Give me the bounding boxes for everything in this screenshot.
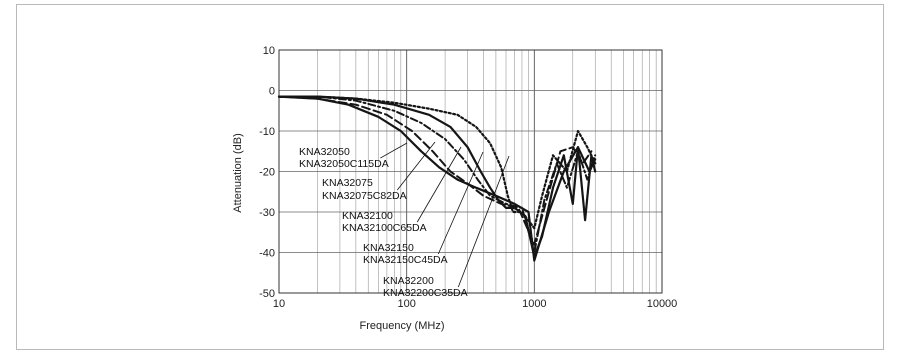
y-tick-label: -50 [259, 288, 275, 300]
annotation-label: KNA32150 [363, 242, 414, 254]
y-axis-label: Attenuation (dB) [232, 133, 244, 213]
annotation-leader-line [457, 155, 510, 288]
annotation-label: KNA32200C35DA [383, 287, 468, 299]
annotation-leader-line [396, 141, 436, 191]
y-tick-label: 10 [263, 45, 275, 57]
annotation-label: KNA32050 [299, 146, 350, 158]
annotation-label: KNA32050C115DA [299, 158, 389, 170]
annotation-label: KNA32100 [342, 210, 393, 222]
annotation-label: KNA32075 [322, 177, 373, 189]
y-tick-label: 0 [269, 86, 275, 98]
series-line-2 [277, 95, 597, 258]
y-tick-label: -40 [259, 248, 275, 260]
grid [278, 49, 663, 294]
x-axis-label: Frequency (MHz) [360, 320, 445, 332]
x-tick-label: 10000 [647, 298, 678, 310]
chart-frame: 10 100 1000 10000 10 0 -10 -20 -30 -40 -50 Frequen… [16, 4, 884, 350]
series-group [277, 95, 597, 262]
annotation-leader-line [380, 142, 408, 159]
series-line-5 [277, 95, 597, 262]
series-line-3 [278, 95, 597, 254]
y-tick-label: -30 [259, 207, 275, 219]
series-line-4 [278, 95, 593, 246]
x-tick-label: 100 [397, 298, 415, 310]
x-tick-label: 10 [273, 298, 285, 310]
annotation-label: KNA32075C82DA [322, 190, 407, 202]
y-tick-label: -20 [259, 167, 275, 179]
annotation-label: KNA32100C65DA [342, 222, 427, 234]
plot-border [278, 49, 663, 294]
annotation-leader-line [437, 151, 484, 255]
y-tick-label: -10 [259, 126, 275, 138]
annotation-label: KNA32200 [383, 275, 434, 287]
annotation-leaders [380, 141, 510, 288]
x-tick-label: 1000 [522, 298, 546, 310]
annotation-leader-line [416, 146, 462, 223]
annotation-label: KNA32150C45DA [363, 254, 448, 266]
